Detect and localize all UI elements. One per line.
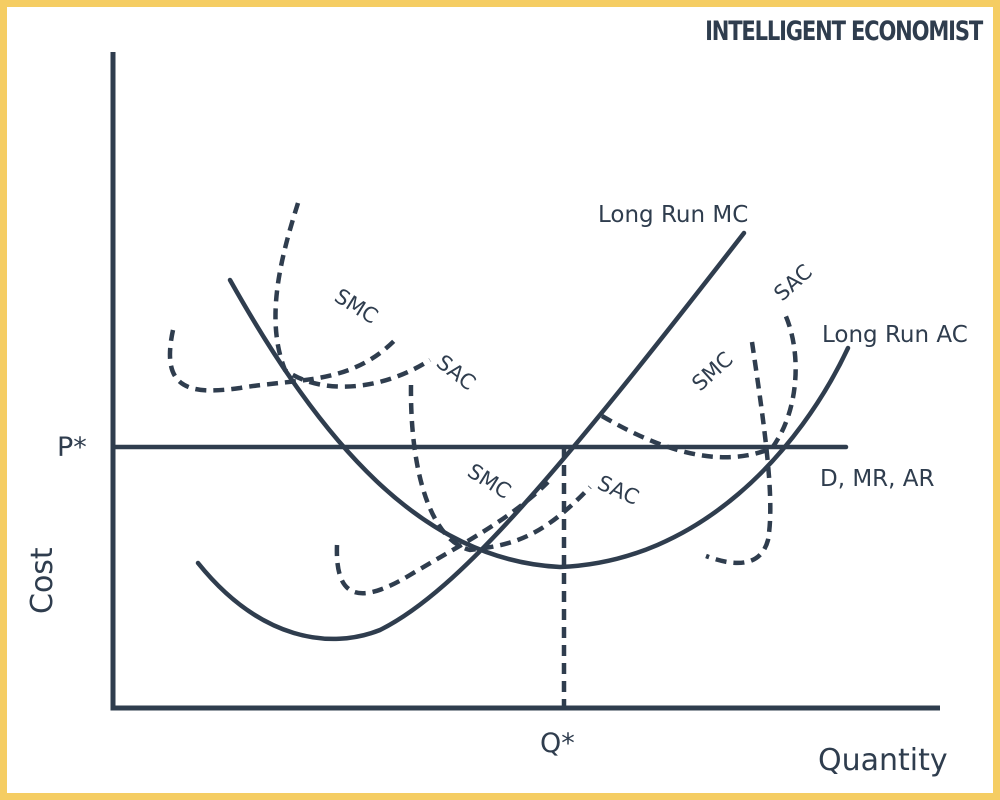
demand-label: D, MR, AR bbox=[820, 466, 935, 492]
sac-2-curve bbox=[408, 384, 592, 553]
long-run-mc-curve bbox=[195, 230, 747, 642]
sac-3-label: SAC bbox=[769, 260, 817, 306]
sac-1-curve bbox=[167, 329, 397, 393]
sac-3-curve bbox=[600, 311, 798, 460]
long-run-ac-curve bbox=[227, 277, 851, 570]
long-run-ac-label: Long Run AC bbox=[822, 322, 968, 348]
smc-1-label: SMC bbox=[330, 284, 382, 329]
smc-3-label: SMC bbox=[687, 347, 737, 396]
q-star-label: Q* bbox=[540, 728, 575, 759]
y-axis-label: Cost bbox=[25, 547, 60, 614]
smc-1-curve bbox=[273, 202, 432, 389]
sac-1-label: SAC bbox=[432, 350, 480, 395]
p-star-label: P* bbox=[57, 432, 87, 463]
smc-2-curve bbox=[334, 480, 550, 596]
long-run-mc-label: Long Run MC bbox=[598, 202, 748, 228]
sac-2-label: SAC bbox=[594, 471, 642, 510]
brand-logo: INTELLIGENT ECONOMIST bbox=[705, 16, 983, 47]
x-axis-label: Quantity bbox=[818, 743, 948, 778]
smc-2-label: SMC bbox=[463, 459, 515, 504]
axes bbox=[110, 52, 940, 711]
smc-3-curve bbox=[705, 341, 773, 566]
